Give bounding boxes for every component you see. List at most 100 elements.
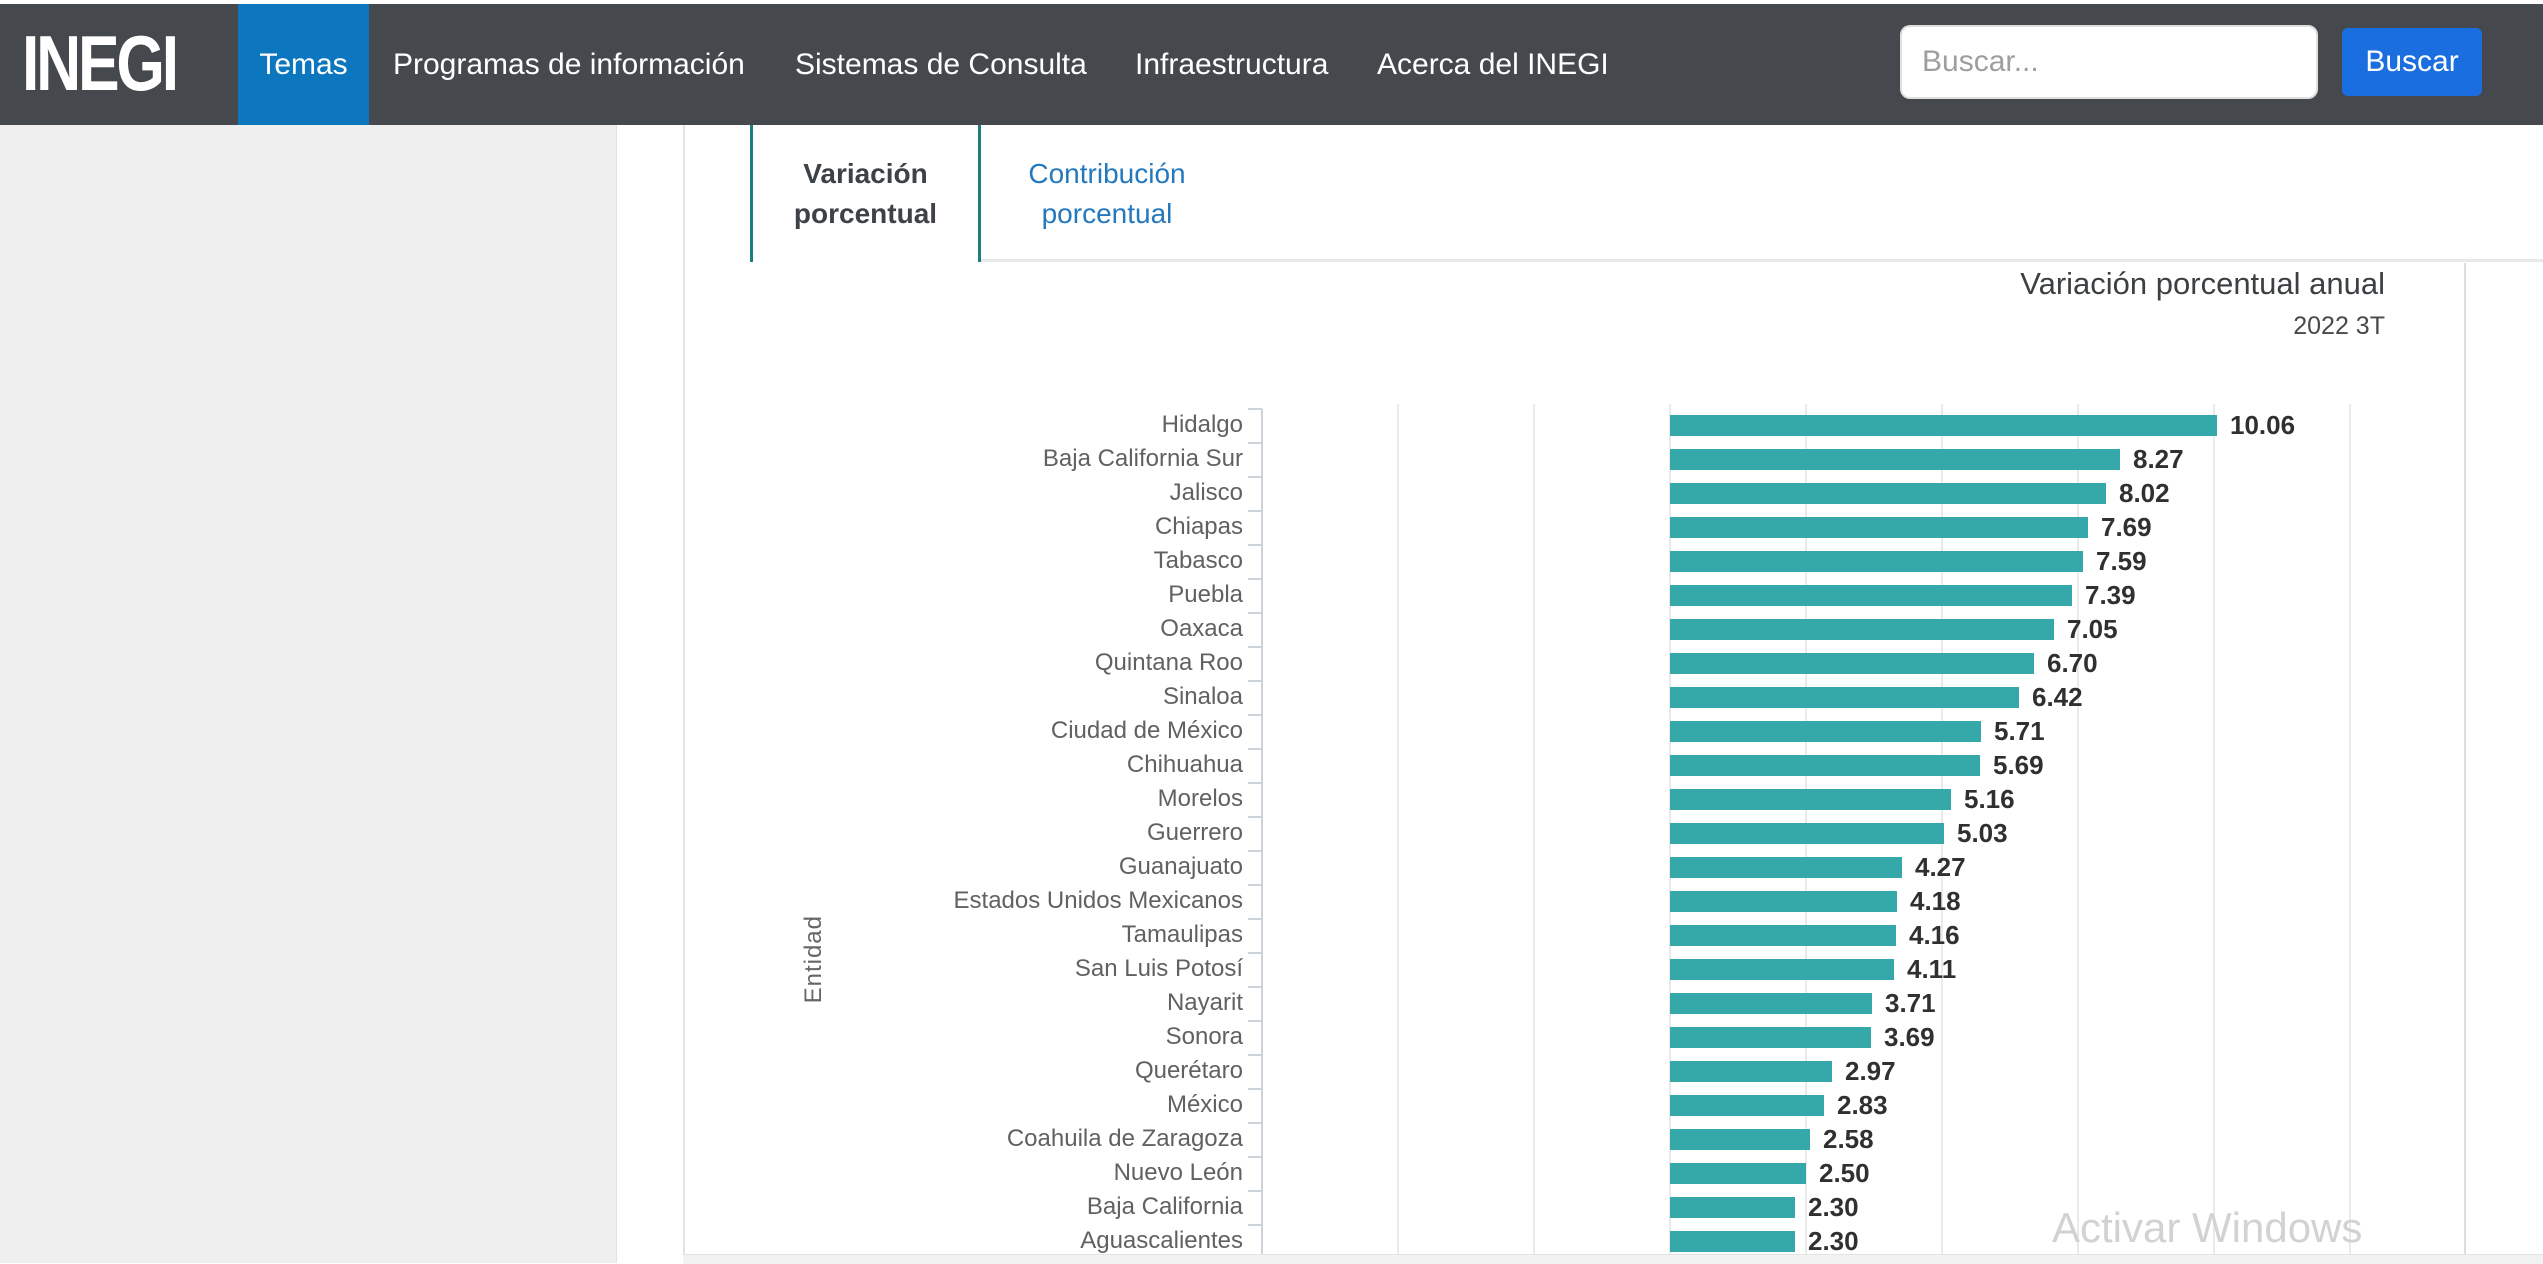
- chart-right-border: [2464, 263, 2466, 1254]
- value-label: 2.58: [1823, 1124, 1874, 1154]
- nav-item-label: Acerca del INEGI: [1377, 47, 1609, 81]
- category-label: Guanajuato: [1118, 853, 1243, 880]
- category-label: México: [1166, 1091, 1243, 1118]
- category-label: Querétaro: [1134, 1057, 1243, 1084]
- category-label: Baja California: [1086, 1193, 1243, 1220]
- tab-contribucion-porcentual[interactable]: Contribución porcentual: [981, 125, 1233, 262]
- bar[interactable]: [1670, 721, 1981, 742]
- bar[interactable]: [1670, 1231, 1795, 1252]
- tab-label: Variación porcentual: [793, 157, 938, 229]
- value-label: 4.27: [1915, 852, 1966, 882]
- category-label: Puebla: [1168, 581, 1243, 608]
- value-label: 7.69: [2101, 512, 2152, 542]
- value-label: 2.97: [1845, 1056, 1896, 1086]
- value-label: 5.69: [1993, 750, 2044, 780]
- bar[interactable]: [1670, 653, 2034, 674]
- value-label: 6.70: [2047, 648, 2098, 678]
- top-nav: INEGI Temas Programas de información Sis…: [0, 4, 2543, 125]
- bar[interactable]: [1670, 1095, 1824, 1116]
- bar[interactable]: [1670, 619, 2054, 640]
- value-label: 8.02: [2119, 478, 2170, 508]
- bar[interactable]: [1670, 687, 2019, 708]
- nav-item-temas[interactable]: Temas: [238, 4, 369, 125]
- inegi-logo: INEGI: [22, 19, 179, 107]
- category-label: Tamaulipas: [1121, 921, 1243, 948]
- bar[interactable]: [1670, 1061, 1832, 1082]
- search-input[interactable]: [1900, 25, 2318, 99]
- value-label: 6.42: [2032, 682, 2083, 712]
- nav-item-label: Temas: [259, 47, 348, 81]
- activate-windows-watermark: Activar Windows: [2052, 1204, 2363, 1251]
- bar[interactable]: [1670, 415, 2217, 436]
- category-label: Morelos: [1157, 785, 1243, 812]
- category-label: Sinaloa: [1162, 683, 1243, 710]
- bar[interactable]: [1670, 891, 1897, 912]
- nav-item-label: Sistemas de Consulta: [795, 47, 1087, 81]
- left-panel: [0, 125, 617, 1263]
- bar[interactable]: [1670, 585, 2072, 606]
- value-label: 8.27: [2133, 444, 2184, 474]
- value-label: 2.30: [1808, 1226, 1859, 1256]
- tab-variacion-porcentual[interactable]: Variación porcentual: [750, 125, 981, 262]
- value-label: 3.71: [1885, 988, 1936, 1018]
- nav-item-label: Infraestructura: [1135, 47, 1329, 81]
- category-label: Tabasco: [1153, 547, 1243, 574]
- value-label: 3.69: [1884, 1022, 1935, 1052]
- category-label: Quintana Roo: [1094, 649, 1243, 676]
- bar[interactable]: [1670, 517, 2088, 538]
- chart-title: Variación porcentual anual: [2020, 266, 2385, 301]
- chart-title-block: Variación porcentual anual 2022 3T: [2020, 266, 2385, 341]
- category-label: Jalisco: [1169, 479, 1243, 506]
- category-label: Baja California Sur: [1042, 445, 1243, 472]
- value-label: 2.83: [1837, 1090, 1888, 1120]
- category-label: Oaxaca: [1160, 615, 1243, 642]
- category-label: Coahuila de Zaragoza: [1006, 1125, 1243, 1152]
- bar[interactable]: [1670, 755, 1980, 776]
- value-label: 5.03: [1957, 818, 2008, 848]
- category-label: Nayarit: [1166, 989, 1243, 1016]
- category-label: Chiapas: [1154, 513, 1243, 540]
- nav-item-acerca[interactable]: Acerca del INEGI: [1377, 4, 1609, 125]
- value-label: 5.16: [1964, 784, 2015, 814]
- horizontal-scrollbar-track[interactable]: [683, 1254, 2543, 1264]
- category-label: Estados Unidos Mexicanos: [953, 887, 1243, 914]
- bar[interactable]: [1670, 1163, 1806, 1184]
- bar[interactable]: [1670, 1197, 1795, 1218]
- bar[interactable]: [1670, 789, 1951, 810]
- bar[interactable]: [1670, 449, 2120, 470]
- value-label: 10.06: [2230, 410, 2296, 440]
- category-label: Nuevo León: [1113, 1159, 1243, 1186]
- bar[interactable]: [1670, 823, 1944, 844]
- bar[interactable]: [1670, 993, 1872, 1014]
- category-label: Aguascalientes: [1080, 1227, 1243, 1254]
- bar[interactable]: [1670, 551, 2083, 572]
- tab-label: Contribución porcentual: [1028, 157, 1186, 229]
- category-label: Ciudad de México: [1050, 717, 1243, 744]
- nav-item-infraestructura[interactable]: Infraestructura: [1135, 4, 1328, 125]
- bar[interactable]: [1670, 483, 2106, 504]
- value-label: 7.59: [2096, 546, 2147, 576]
- search-button[interactable]: Buscar: [2342, 28, 2482, 96]
- value-label: 4.18: [1910, 886, 1961, 916]
- value-label: 7.39: [2085, 580, 2136, 610]
- category-label: Chihuahua: [1126, 751, 1243, 778]
- nav-item-programas[interactable]: Programas de información: [393, 4, 745, 125]
- bar[interactable]: [1670, 857, 1902, 878]
- bar[interactable]: [1670, 1129, 1810, 1150]
- bar[interactable]: [1670, 959, 1894, 980]
- nav-item-label: Programas de información: [393, 47, 745, 81]
- bar[interactable]: [1670, 1027, 1871, 1048]
- value-label: 2.30: [1808, 1192, 1859, 1222]
- value-label: 4.16: [1909, 920, 1960, 950]
- category-label: San Luis Potosí: [1074, 955, 1243, 982]
- tab-underline: [981, 259, 2543, 262]
- bar[interactable]: [1670, 925, 1896, 946]
- value-label: 5.71: [1994, 716, 2045, 746]
- nav-item-sistemas[interactable]: Sistemas de Consulta: [795, 4, 1087, 125]
- chart-subtitle: 2022 3T: [2293, 312, 2385, 340]
- category-label: Guerrero: [1146, 819, 1243, 846]
- category-label: Hidalgo: [1161, 411, 1243, 438]
- value-label: 7.05: [2067, 614, 2118, 644]
